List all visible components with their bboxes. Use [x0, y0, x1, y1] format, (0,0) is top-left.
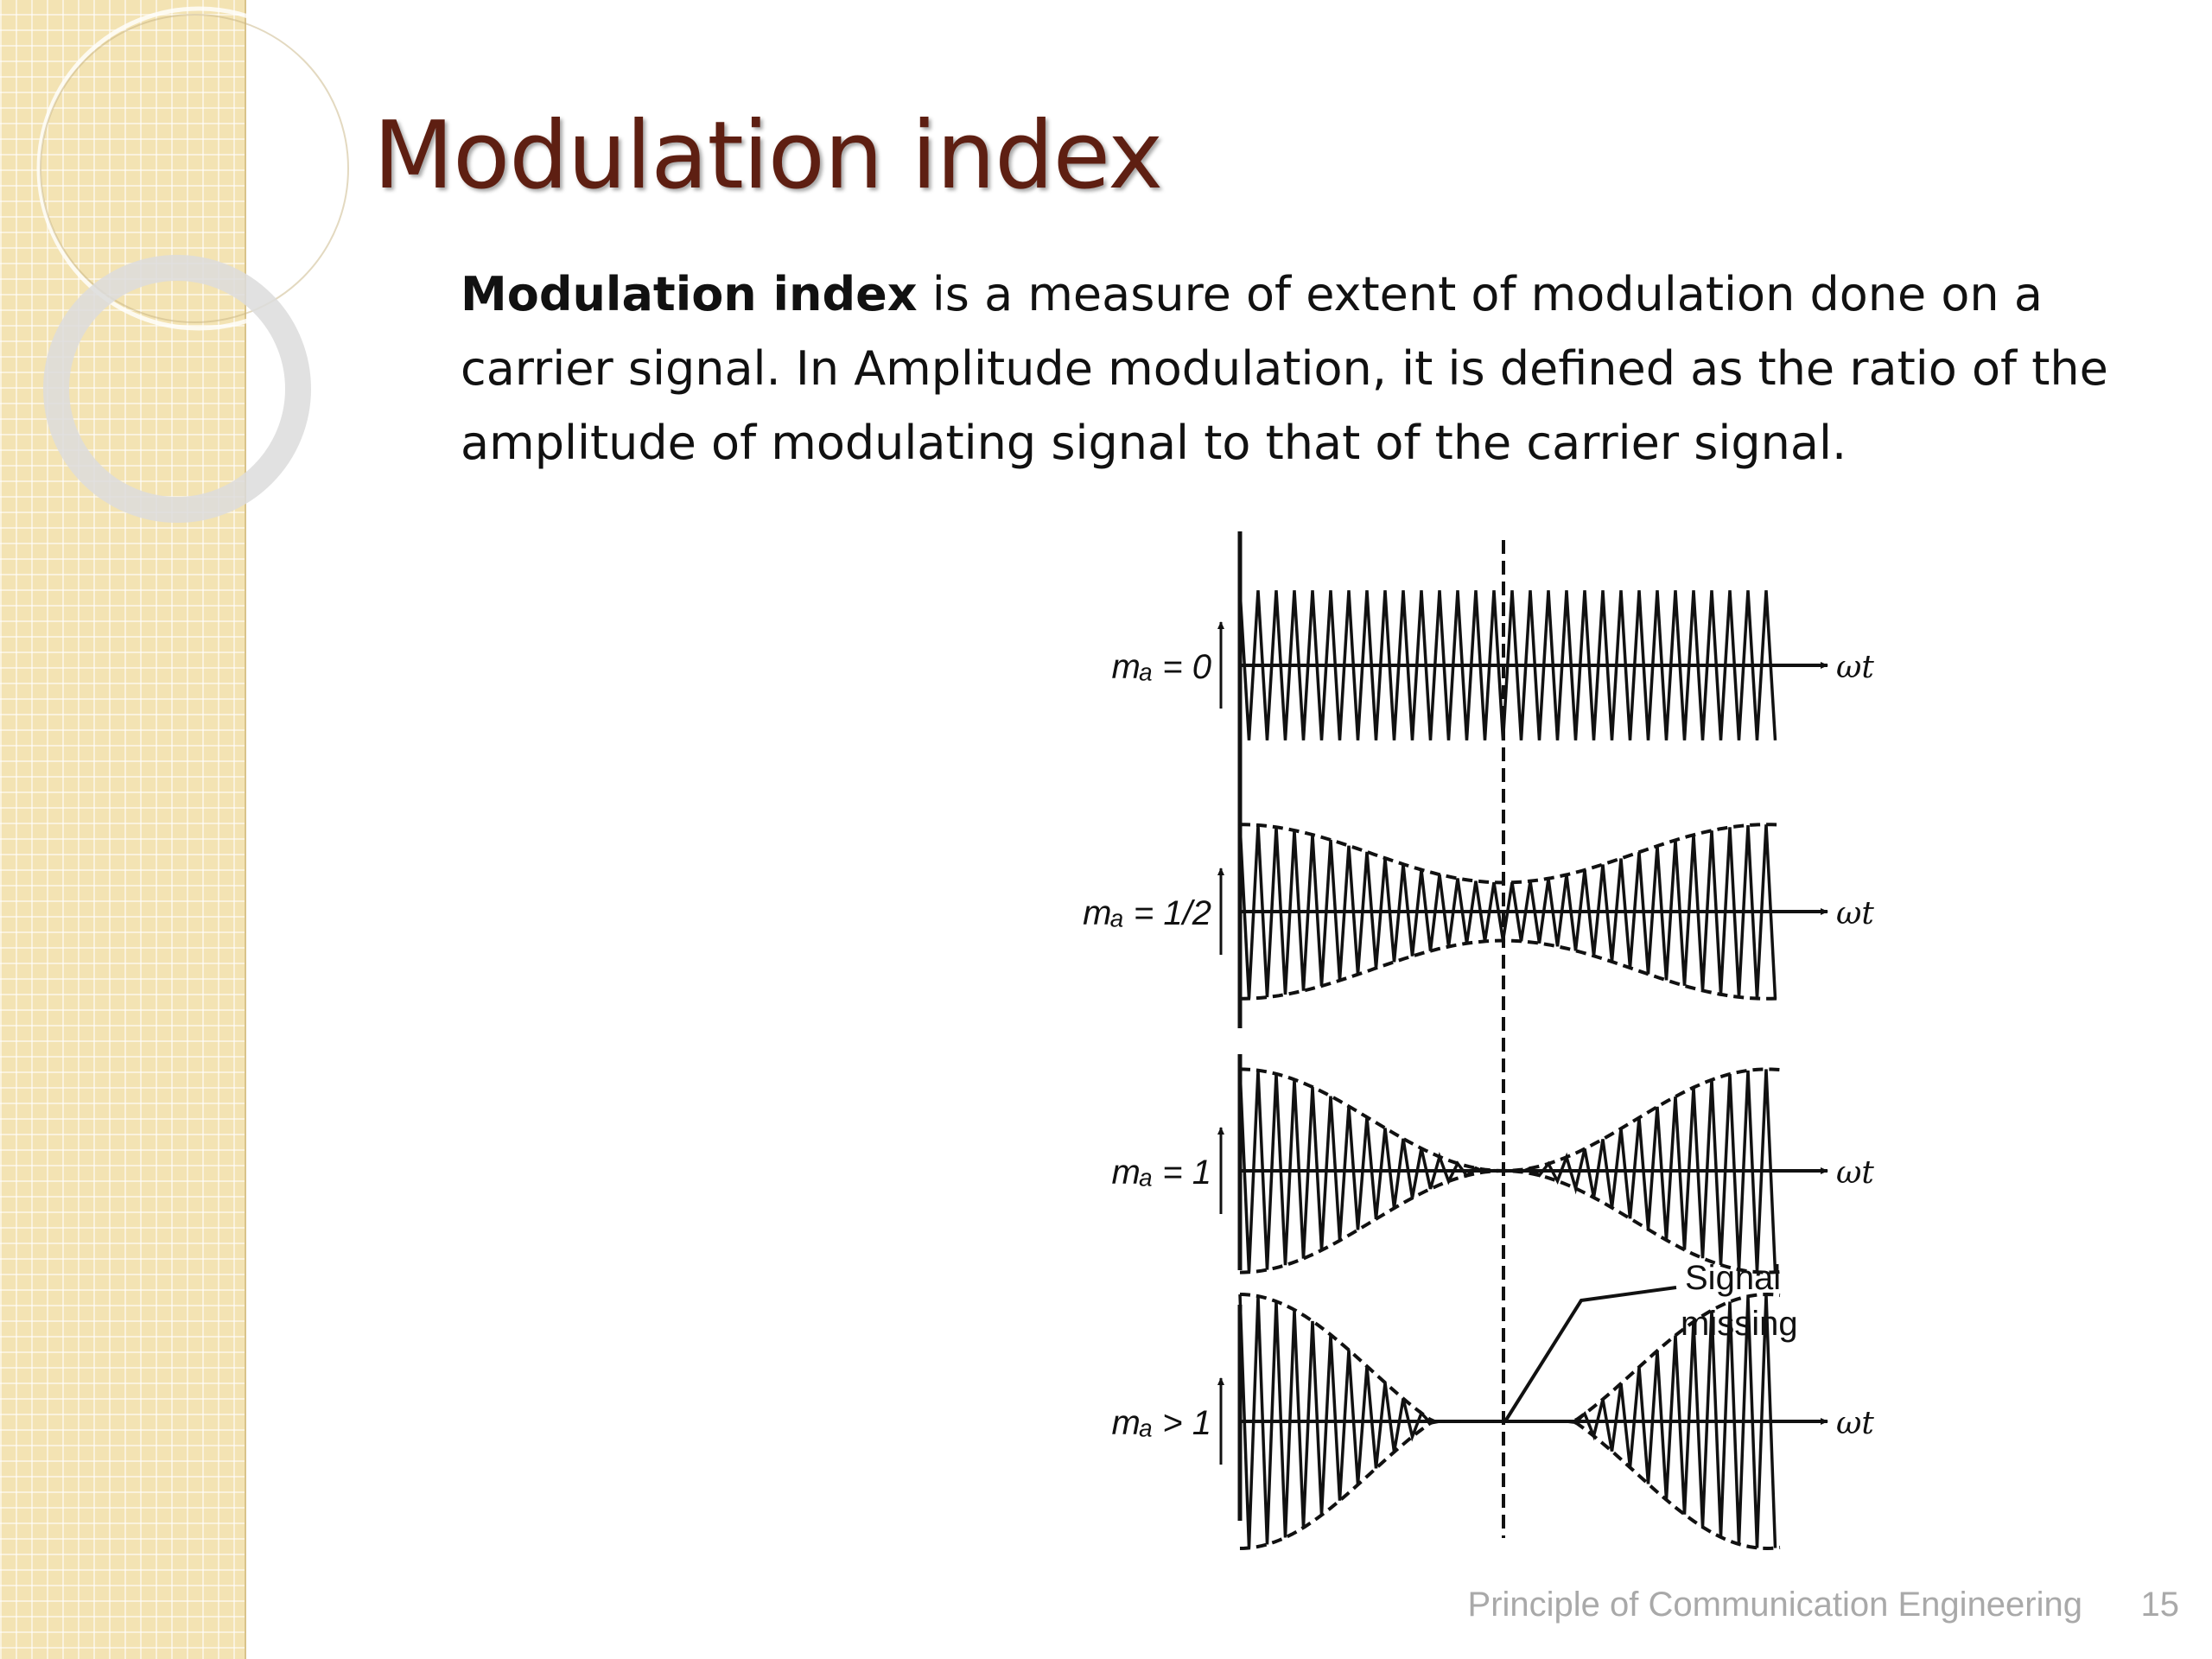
modulation-index-label: mₐ = 1/2	[1083, 894, 1211, 932]
modulation-index-diagram: mₐ = 0 ωt mₐ = 1/2 ωt mₐ = 1 ωt mₐ > 1 ωt Signa…	[1083, 531, 1874, 1551]
slide-title: Modulation index	[373, 102, 1163, 210]
upper-envelope	[1240, 823, 1781, 885]
omega-t-label: ωt	[1836, 1155, 1874, 1191]
definition-term: Modulation index	[461, 267, 918, 321]
carrier-waveform	[1238, 1069, 1777, 1273]
waveform-panel: mₐ > 1 ωt	[1112, 1292, 1874, 1551]
carrier-waveform	[1238, 824, 1777, 999]
waveform-panels: mₐ = 0 ωt mₐ = 1/2 ωt mₐ = 1 ωt mₐ > 1 ωt	[1083, 531, 1874, 1551]
omega-t-label: ωt	[1836, 650, 1874, 685]
waveform-panel: mₐ = 1 ωt	[1112, 1054, 1874, 1274]
decorative-rings	[36, 6, 361, 523]
footer-text: Principle of Communication Engineering	[1467, 1586, 2082, 1624]
annotation-leader-line	[1503, 1286, 1677, 1423]
modulation-index-label: mₐ > 1	[1112, 1404, 1212, 1442]
carrier-waveform	[1238, 590, 1777, 741]
annotation-label-missing: missing	[1681, 1305, 1798, 1343]
signal-missing-annotation: Signal missing	[1503, 1259, 1798, 1423]
waveform-panel: mₐ = 1/2 ωt	[1083, 778, 1874, 1028]
waveform-panel: mₐ = 0 ωt	[1112, 531, 1874, 782]
carrier-waveform	[1238, 1294, 1777, 1548]
modulation-index-label: mₐ = 0	[1112, 648, 1212, 686]
upper-envelope	[1239, 1067, 1781, 1173]
omega-t-label: ωt	[1836, 896, 1874, 931]
slide-number: 15	[2140, 1586, 2180, 1624]
definition-paragraph: Modulation index is a measure of extent …	[461, 257, 2180, 480]
lower-envelope	[1240, 938, 1781, 1001]
modulation-index-label: mₐ = 1	[1112, 1154, 1212, 1192]
annotation-label-signal: Signal	[1685, 1259, 1781, 1297]
definition-text: is a measure of extent of modulation don…	[461, 267, 2108, 470]
lower-envelope	[1239, 1420, 1781, 1551]
omega-t-label: ωt	[1836, 1406, 1874, 1441]
decorative-side-panel	[0, 0, 361, 1659]
